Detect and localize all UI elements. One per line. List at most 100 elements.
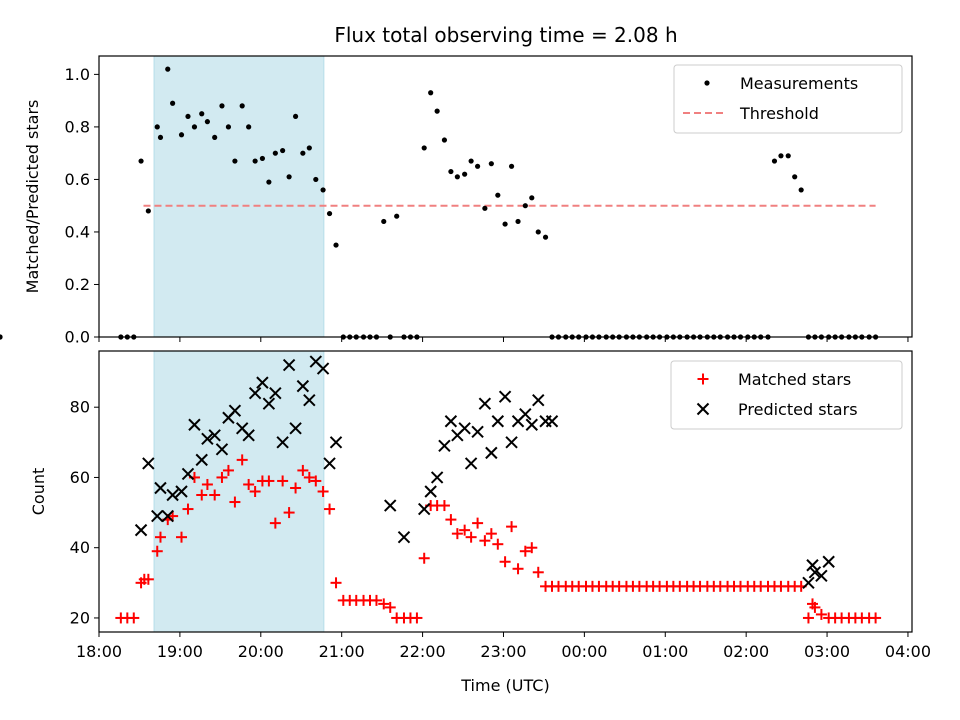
predicted-star-point bbox=[161, 509, 174, 523]
cross-stroke-b bbox=[195, 453, 208, 467]
count-legend: Matched stars Predicted stars bbox=[670, 360, 903, 430]
measurement-point bbox=[165, 66, 171, 72]
cross-stroke-b bbox=[806, 559, 819, 572]
matched-star-point bbox=[802, 612, 814, 624]
predicted-star-point bbox=[228, 404, 242, 417]
predicted-star-point bbox=[201, 432, 214, 446]
predicted-star-point bbox=[134, 523, 148, 537]
ratio-y-tick-label: 0.0 bbox=[65, 328, 90, 347]
matched-star-point bbox=[277, 475, 289, 487]
cross-stroke-b bbox=[329, 436, 343, 449]
measurement-point bbox=[454, 174, 460, 180]
matched-star-point bbox=[201, 478, 213, 490]
predicted-star-point bbox=[471, 425, 484, 438]
cross-stroke-b bbox=[532, 393, 545, 407]
measurement-point bbox=[771, 158, 778, 164]
cross-stroke-b bbox=[464, 457, 478, 470]
matched-star-point bbox=[222, 464, 234, 476]
matched-star-point bbox=[330, 577, 342, 589]
cross-stroke-b bbox=[235, 422, 249, 435]
predicted-star-point bbox=[545, 415, 559, 428]
matched-star-point bbox=[809, 601, 821, 613]
count-y-label: Count bbox=[29, 468, 48, 516]
predicted-star-point bbox=[808, 566, 822, 579]
legend-predicted-marker bbox=[696, 402, 710, 416]
measurement-point bbox=[138, 158, 144, 164]
predicted-star-point bbox=[154, 481, 167, 495]
time-x-label: Time (UTC) bbox=[460, 676, 549, 695]
time-x-tick-label: 00:00 bbox=[561, 642, 607, 661]
cross-stroke-b bbox=[256, 376, 269, 389]
measurement-point bbox=[178, 132, 185, 138]
matched-star-point bbox=[485, 528, 497, 540]
legend-threshold-label: Threshold bbox=[739, 104, 819, 123]
measurement-point bbox=[508, 163, 515, 169]
legend-matched-glyph bbox=[697, 373, 709, 385]
cross-stroke-b bbox=[296, 379, 310, 393]
count-legend-box bbox=[670, 360, 903, 430]
cross-stroke-b bbox=[397, 530, 411, 544]
cross-stroke-b bbox=[384, 499, 397, 512]
measurement-point bbox=[502, 221, 508, 227]
predicted-star-point bbox=[430, 471, 444, 484]
measurement-point bbox=[313, 176, 319, 183]
predicted-star-point bbox=[525, 418, 538, 431]
observing-window-shade bbox=[153, 55, 325, 338]
legend-matched-marker bbox=[697, 373, 709, 385]
measurement-point bbox=[448, 168, 454, 175]
cross-stroke-b bbox=[228, 404, 242, 417]
ratio-y-label: Matched/Predicted stars bbox=[23, 100, 42, 294]
cross-stroke-b bbox=[289, 422, 302, 435]
matched-star-point bbox=[317, 486, 329, 497]
time-x-tick-label: 01:00 bbox=[642, 642, 688, 661]
matched-star-point bbox=[263, 475, 275, 487]
predicted-star-point bbox=[498, 390, 512, 403]
cross-stroke-b bbox=[696, 402, 710, 416]
cross-stroke-b bbox=[438, 439, 451, 453]
measurement-point bbox=[333, 242, 339, 248]
measurement-point bbox=[199, 111, 205, 117]
time-x-tick-label: 04:00 bbox=[885, 642, 931, 661]
measurement-point bbox=[441, 137, 448, 143]
ratio-panel: 0.0 0.2 0.4 0.6 0.8 1.0 Matched/Predicted sta… bbox=[0, 55, 913, 347]
matched-star-point bbox=[303, 471, 315, 483]
predicted-star-point bbox=[397, 530, 411, 544]
count-y-tick-label: 20 bbox=[70, 608, 90, 627]
matched-star-point bbox=[526, 542, 538, 554]
cross-stroke-b bbox=[181, 467, 195, 481]
measurement-point bbox=[239, 103, 245, 109]
matched-star-point bbox=[283, 507, 295, 519]
measurement-point bbox=[286, 174, 292, 180]
cross-stroke-b bbox=[134, 523, 148, 537]
matched-star-point bbox=[209, 489, 221, 501]
predicted-star-point bbox=[806, 559, 819, 572]
ratio-legend-box bbox=[673, 64, 903, 134]
matched-star-point bbox=[532, 566, 544, 578]
cross-stroke-b bbox=[478, 397, 492, 410]
measurement-point bbox=[792, 174, 798, 180]
measurement-point bbox=[191, 124, 198, 130]
cross-stroke-b bbox=[269, 386, 282, 400]
cross-stroke-b bbox=[282, 358, 296, 372]
cross-stroke-b bbox=[471, 425, 484, 438]
cross-stroke-b bbox=[161, 509, 174, 523]
ratio-y-axis: 0.0 0.2 0.4 0.6 0.8 1.0 bbox=[65, 65, 99, 347]
cross-stroke-b bbox=[201, 432, 214, 446]
matched-star-point bbox=[324, 503, 336, 515]
measurement-point bbox=[252, 158, 258, 164]
measurement-point bbox=[428, 90, 434, 96]
cross-stroke-b bbox=[485, 446, 498, 460]
legend-matched-label: Matched stars bbox=[738, 370, 851, 389]
matched-star-point bbox=[472, 517, 484, 529]
count-y-axis: 20 40 60 80 bbox=[70, 398, 99, 627]
measurement-point bbox=[529, 195, 535, 201]
matched-star-point bbox=[465, 531, 477, 543]
matched-star-point bbox=[216, 471, 228, 483]
time-x-tick-label: 18:00 bbox=[76, 642, 122, 661]
measurement-point bbox=[170, 100, 176, 106]
predicted-star-point bbox=[323, 457, 336, 470]
cross-stroke-b bbox=[430, 471, 444, 484]
predicted-star-point bbox=[822, 555, 835, 568]
predicted-star-point bbox=[242, 429, 255, 442]
cross-stroke-b bbox=[323, 457, 336, 470]
